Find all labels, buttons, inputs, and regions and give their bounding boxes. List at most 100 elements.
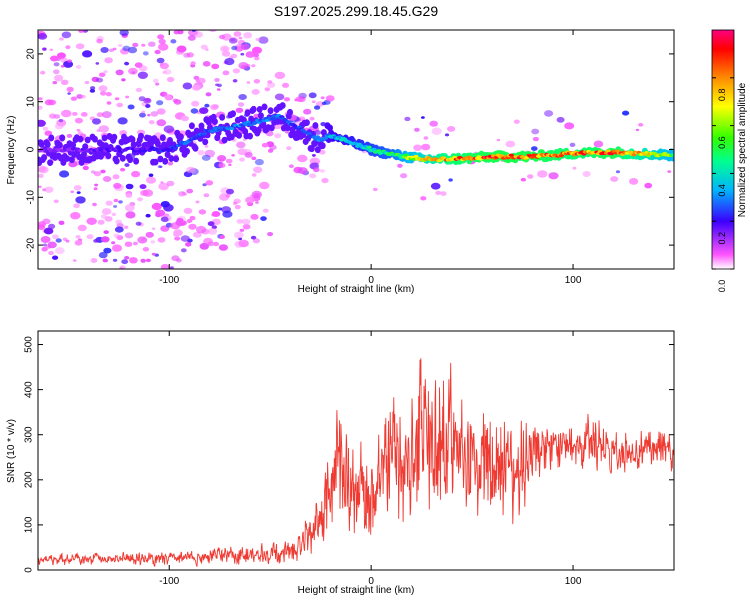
heatmap-cell: [413, 144, 422, 151]
heatmap-cell: [38, 185, 42, 188]
heatmap-cell: [157, 34, 165, 40]
heatmap-cell: [38, 221, 46, 228]
heatmap-ridge-cell: [605, 149, 611, 153]
heatmap-cell: [48, 113, 57, 119]
colorbar-tick-label: 0.4: [717, 184, 727, 197]
heatmap-y-tick-label: 20: [26, 48, 37, 60]
heatmap-cell: [41, 246, 48, 252]
heatmap-cell: [118, 200, 123, 204]
heatmap-ridge-halo: [167, 137, 173, 144]
heatmap-cell: [188, 223, 197, 230]
heatmap-cell: [101, 111, 112, 119]
heatmap-cell: [125, 211, 136, 219]
heatmap-cell: [100, 91, 107, 96]
heatmap-cell: [125, 183, 134, 190]
heatmap-cell: [520, 177, 527, 182]
heatmap-ridge-halo: [284, 124, 291, 132]
heatmap-cell: [100, 214, 107, 219]
heatmap-cell: [140, 258, 146, 263]
heatmap-cell: [53, 62, 60, 67]
heatmap-ridge-halo: [64, 155, 71, 162]
heatmap-cell: [202, 183, 207, 187]
heatmap-cell: [106, 101, 112, 105]
heatmap-cell: [38, 119, 46, 127]
heatmap-cell: [143, 97, 152, 104]
heatmap-cell: [207, 221, 215, 227]
snr-x-tick-label: 100: [565, 576, 582, 587]
heatmap-cell: [176, 217, 184, 223]
heatmap-ridge-halo: [81, 150, 87, 158]
snr-y-tick-label: 400: [24, 381, 35, 398]
heatmap-cell: [103, 70, 108, 74]
heatmap-cell: [113, 233, 120, 238]
heatmap-cell: [160, 201, 170, 208]
snr-series: [38, 358, 674, 567]
snr-y-tick-label: 300: [24, 426, 35, 443]
heatmap-cell: [216, 88, 221, 91]
heatmap-cell: [189, 215, 196, 221]
heatmap-cell: [80, 94, 86, 99]
heatmap-ridge-halo: [184, 147, 190, 155]
heatmap-cell: [75, 196, 86, 204]
colorbar-ticks: 0.0 0.2 0.4 0.6 0.8: [712, 77, 734, 292]
heatmap-cell: [496, 138, 501, 142]
heatmap-cell: [313, 167, 320, 173]
heatmap-cell: [423, 136, 429, 140]
heatmap-cell: [43, 227, 54, 235]
heatmap-cell: [238, 36, 243, 40]
snr-x-label: Height of straight line (km): [298, 585, 415, 596]
heatmap-cell: [243, 32, 253, 39]
heatmap-cell: [532, 136, 540, 142]
heatmap-cell: [197, 150, 205, 156]
snr-y-label: SNR (10 * v/v): [6, 419, 17, 483]
heatmap-cell: [40, 236, 51, 243]
heatmap-cell: [239, 157, 245, 162]
heatmap-cell: [254, 158, 264, 166]
heatmap-cell: [222, 210, 233, 218]
heatmap-cell: [288, 164, 294, 168]
heatmap-cell: [256, 22, 265, 28]
heatmap-cell: [115, 69, 124, 76]
heatmap-ridge-halo: [91, 135, 98, 143]
heatmap-cell: [94, 183, 98, 187]
heatmap-cell: [154, 49, 161, 55]
heatmap-ridge-halo: [319, 142, 326, 150]
heatmap-cell: [210, 104, 219, 111]
heatmap-cell: [203, 193, 210, 198]
heatmap-cell: [527, 174, 534, 179]
heatmap-cell: [102, 258, 109, 263]
heatmap-ridge-halo: [192, 144, 199, 152]
heatmap-cell: [203, 237, 213, 245]
chart-title: S197.2025.299.18.45.G29: [274, 3, 438, 19]
heatmap-cell: [160, 264, 170, 269]
heatmap-cell: [214, 78, 220, 82]
heatmap-cell: [98, 125, 110, 133]
heatmap-cell: [414, 127, 420, 132]
heatmap-cell: [258, 36, 269, 44]
heatmap-ridge-halo: [268, 124, 275, 132]
heatmap-cell: [156, 119, 167, 127]
heatmap-cell: [115, 219, 123, 225]
heatmap-cell: [206, 15, 215, 21]
heatmap-cell: [82, 165, 89, 171]
snr-panel: -100 0 100 0 100 200 300 400 500 Height of stra…: [6, 330, 675, 596]
heatmap-cell: [128, 67, 138, 75]
heatmap-cell: [172, 98, 179, 103]
heatmap-cell: [256, 22, 262, 26]
heatmap-cell: [113, 198, 119, 203]
heatmap-cell: [234, 204, 241, 210]
heatmap-cell: [145, 104, 151, 108]
heatmap-cell: [142, 247, 150, 252]
heatmap-cell: [235, 107, 244, 114]
heatmap-cell: [156, 57, 165, 64]
snr-frame: [37, 330, 675, 571]
heatmap-ridge-cell: [137, 149, 143, 153]
heatmap-cell: [38, 173, 44, 178]
heatmap-ridge-halo: [248, 115, 255, 123]
heatmap-cell: [251, 173, 257, 177]
heatmap-cell: [170, 39, 177, 44]
heatmap-cell: [294, 98, 299, 102]
snr-x-tick-label: 0: [368, 576, 374, 587]
heatmap-ridge-halo: [84, 136, 91, 144]
heatmap-ridge-halo: [44, 141, 51, 148]
